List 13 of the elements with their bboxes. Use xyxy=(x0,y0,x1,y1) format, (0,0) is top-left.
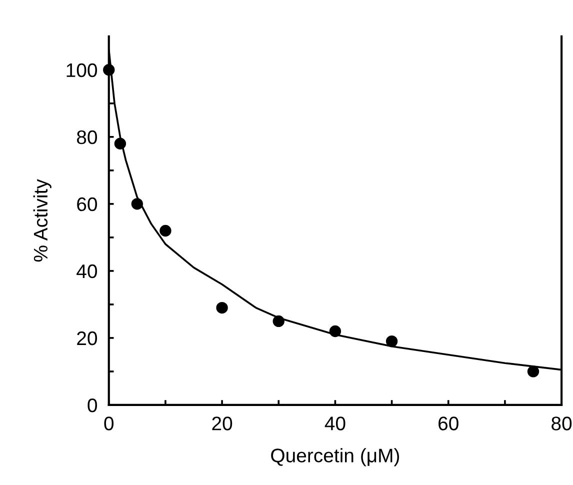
x-tick-label: 0 xyxy=(104,416,114,430)
x-tick-label: 80 xyxy=(552,416,572,430)
x-tick-label: 20 xyxy=(212,416,232,430)
y-tick-label: 40 xyxy=(76,264,97,278)
x-tick-label: 40 xyxy=(324,416,346,430)
y-tick-label: 80 xyxy=(76,130,97,144)
x-axis-title: Quercetin (μM) xyxy=(271,448,400,466)
x-tick-label: 60 xyxy=(438,416,458,430)
y-tick-label: 100 xyxy=(66,63,97,78)
y-tick-label: 20 xyxy=(77,331,97,346)
y-tick-label: 0 xyxy=(88,398,97,412)
y-axis-title: % Activity xyxy=(33,179,52,262)
y-tick-label: 60 xyxy=(77,197,97,212)
